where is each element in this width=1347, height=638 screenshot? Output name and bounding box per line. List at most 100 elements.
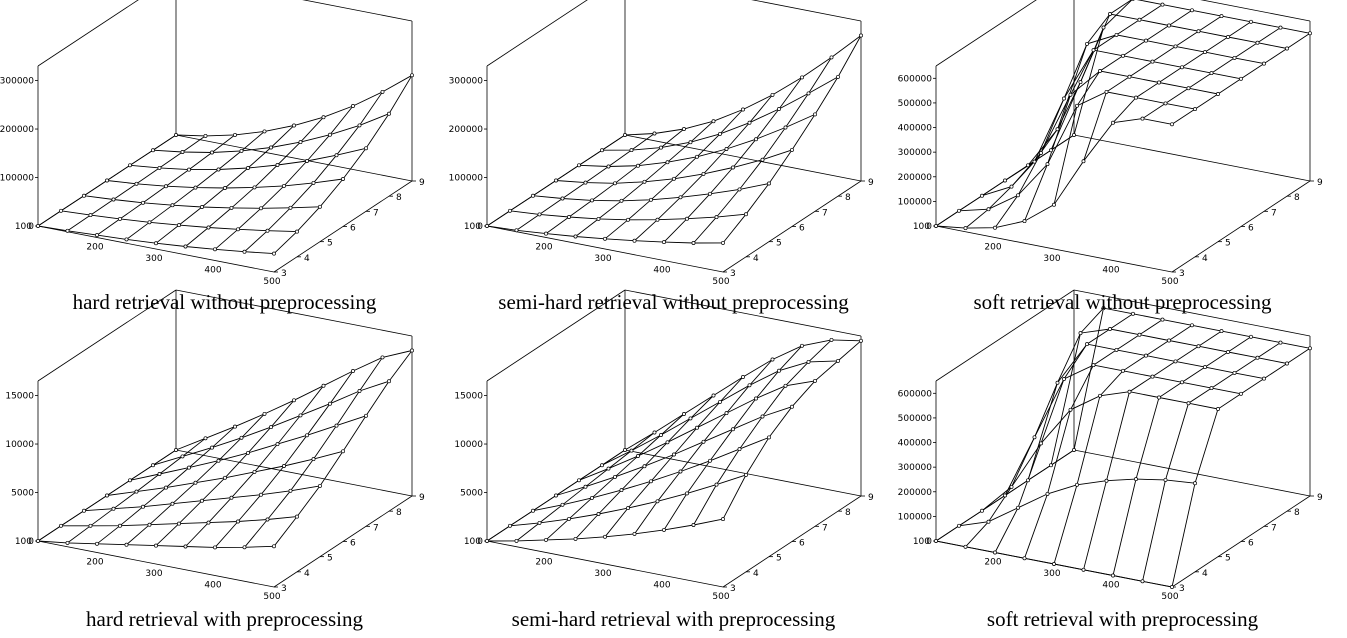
axis-box-edge [624,449,862,497]
surface-data-point [682,127,686,131]
surface-data-point [105,493,109,498]
surface-data-point [206,225,211,230]
surface-data-point [567,215,571,219]
surface-data-point [1144,38,1148,43]
surface-data-point [934,224,938,228]
surface-data-point [934,539,938,543]
surface-data-point [246,166,250,170]
surface-data-point [770,92,775,97]
surface-data-point [531,193,535,198]
surface-plot-soft-no-preproc: 0 100000 200000 300000 400000 500000 600000 100… [898,0,1323,287]
axis-box-edge [935,0,1037,67]
z-tick-label: 300000 [898,148,933,158]
surface-data-point [642,179,647,184]
surface-data-point [203,436,208,441]
surface-data-point [118,523,122,528]
surface-data-point [1009,484,1014,489]
surface-data-point [183,244,188,249]
surface-data-point [1009,184,1014,189]
surface-data-point [157,472,162,476]
surface-plot-soft-preproc: 0 100000 200000 300000 400000 500000 600000 100… [898,289,1323,602]
surface-data-point [1170,585,1174,589]
y-tick-label: 7 [822,208,828,218]
surface-data-point [364,146,368,151]
surface-data-point [544,231,548,236]
surface-data-point [1232,370,1237,375]
z-tick-label: 600000 [898,74,933,84]
z-tick-label: 15000 [5,392,34,402]
surface-data-point [298,140,303,145]
surface-data-point [662,240,666,245]
x-tick-label: 300 [145,254,162,264]
surface-data-point [1052,562,1056,566]
surface-data-point [410,73,414,78]
surface-data-point [980,508,984,513]
surface-data-point [1216,92,1220,96]
z-tick-label: 0 [477,537,483,547]
surface-column-line [1024,4,1163,222]
surface-data-point [629,148,634,153]
y-tick-label: 7 [1271,208,1277,218]
surface-data-point [691,241,696,245]
surface-data-point [806,359,811,364]
surface-data-point [777,107,781,111]
surface-data-point [1104,89,1109,94]
surface-data-point [305,159,309,163]
surface-data-point [259,492,263,497]
surface-data-point [963,544,968,549]
surface-data-point [1114,32,1119,37]
surface-data-point [695,425,699,430]
surface-data-point [1219,329,1224,334]
surface-data-point [1026,163,1030,168]
surface-data-point [957,208,961,213]
surface-data-point [1226,350,1230,354]
surface-data-point [134,181,139,186]
surface-column-line [244,91,383,253]
surface-data-point [213,545,217,550]
surface-data-point [265,228,270,233]
surface-data-point [1140,579,1145,584]
surface-column-line [693,339,832,526]
surface-data-point [1180,65,1184,70]
surface-data-point [1045,162,1050,167]
surface-data-point [128,163,132,168]
surface-data-point [233,132,237,137]
surface-data-point [1150,374,1155,379]
surface-data-point [1209,71,1214,76]
surface-data-point [1127,74,1132,79]
surface-data-point [606,164,611,169]
surface-data-point [1022,219,1027,224]
surface-data-point [1085,41,1089,46]
surface-data-point [1163,101,1168,106]
surface-row-line [601,76,839,151]
surface-data-point [829,337,834,342]
surface-data-point [1255,355,1260,360]
z-tick-label: 200000 [0,125,34,135]
axis-box-edge [175,289,413,337]
y-tick-label: 7 [373,208,379,218]
axis-box-edge [751,0,862,22]
surface-data-point [741,375,745,379]
x-tick-label: 500 [1161,592,1178,602]
surface-data-point [164,485,168,490]
surface-data-point [1249,19,1253,24]
y-tick-label: 5 [327,239,333,249]
surface-data-point [1262,376,1266,381]
surface-data-point [800,343,804,348]
surface-data-point [767,181,771,186]
surface-data-point [1108,12,1112,16]
y-tick-label: 8 [1294,193,1300,203]
x-tick-label: 200 [984,243,1001,253]
surface-data-point [223,475,227,480]
y-tick-label: 6 [350,224,356,234]
x-tick-label: 200 [86,558,103,568]
surface-data-point [124,542,129,547]
surface-data-point [210,445,214,450]
surface-data-point [200,498,204,503]
surface-data-point [328,401,332,406]
y-tick-label: 9 [1317,178,1323,188]
y-tick-label: 4 [753,254,759,264]
surface-data-point [252,469,257,474]
surface-data-point [708,191,712,196]
